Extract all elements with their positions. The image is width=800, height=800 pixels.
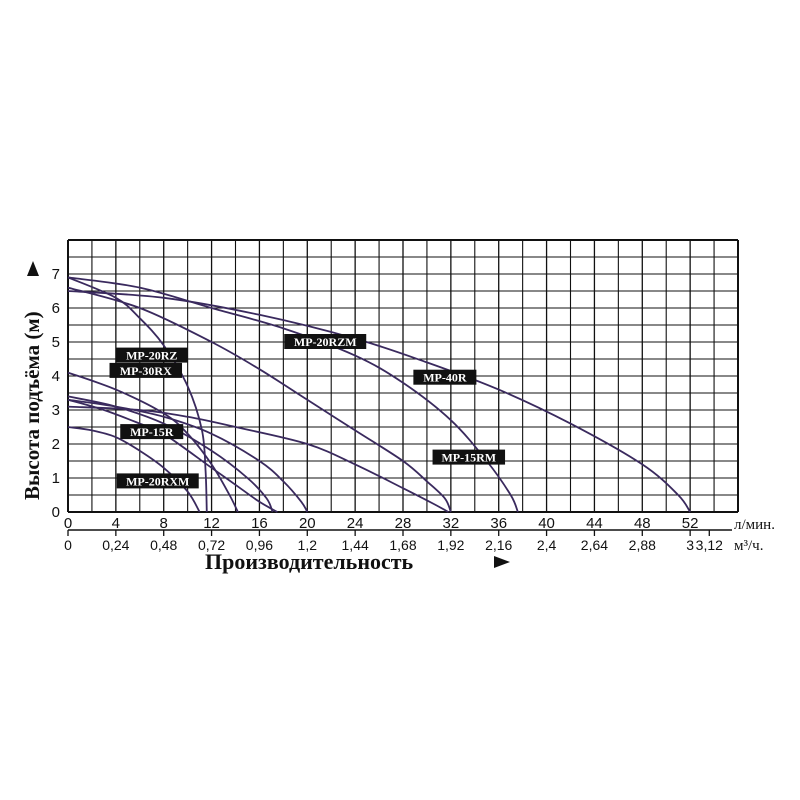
curve-label-text: MP-20RZM (294, 335, 357, 349)
y-axis-title: Высота подъёма (м) (20, 311, 44, 500)
x-tick-label: 20 (299, 515, 316, 532)
chart-grid (67, 239, 739, 513)
curve-label-mp-20rxm: MP-20RXM (116, 473, 199, 489)
x-tick-label: 12 (203, 515, 220, 532)
x2-tick-label: 0,48 (150, 537, 177, 553)
curve-label-background (109, 362, 183, 378)
y-tick-label: 2 (52, 436, 60, 453)
curve-label-background (413, 369, 477, 385)
y-tick-label: 7 (52, 266, 60, 283)
x2-axis-ticks: 0 0,24 0,48 0,72 0,96 1,2 1,44 1,68 1,92 2,16 2,4 2… (64, 530, 723, 553)
x-axis-ticks: 0 4 8 12 16 20 24 28 32 36 40 44 48 52 (64, 515, 699, 532)
y-tick-label: 6 (52, 300, 60, 317)
x-tick-label: 24 (347, 515, 364, 532)
curve-label-text: MP-30RX (120, 364, 172, 378)
x2-tick-label: 2,88 (629, 537, 656, 553)
x-axis-title: Производительность (205, 549, 414, 574)
chart-curves (67, 276, 691, 513)
curve-mp-40r (67, 290, 691, 513)
x2-tick-label: 0,24 (102, 537, 129, 553)
x-tick-label: 52 (682, 515, 699, 532)
curve-label-mp-30rx: MP-30RX (109, 362, 183, 378)
x2-tick-label: 2,64 (581, 537, 608, 553)
x-axis-unit: л/мин. (734, 517, 775, 533)
x2-axis-unit: м³/ч. (734, 538, 763, 554)
y-tick-label: 0 (52, 504, 60, 521)
x-tick-label: 8 (160, 515, 168, 532)
x-tick-label: 0 (64, 515, 72, 532)
x-axis-arrow-icon (494, 556, 510, 568)
x-tick-label: 36 (490, 515, 507, 532)
x2-tick-label: 3 (686, 537, 694, 553)
x-tick-label: 4 (112, 515, 120, 532)
curve-label-mp-15rm: MP-15RM (432, 449, 506, 465)
curve-label-background (115, 347, 188, 363)
y-axis-arrow-icon (27, 261, 39, 276)
curve-mp-20rzm (67, 276, 519, 513)
y-axis-ticks: 0 1 2 3 4 5 6 7 (52, 266, 60, 521)
curve-label-background (116, 473, 199, 489)
x-tick-label: 32 (443, 515, 460, 532)
x2-tick-label: 1,92 (437, 537, 464, 553)
y-tick-label: 3 (52, 402, 60, 419)
curve-label-mp-20rzm: MP-20RZM (284, 334, 367, 349)
x-tick-label: 28 (395, 515, 412, 532)
x-tick-label: 16 (251, 515, 268, 532)
x2-tick-label: 2,16 (485, 537, 512, 553)
y-tick-label: 4 (52, 368, 60, 385)
curve-unlabeled-7 (67, 286, 452, 513)
curve-label-text: MP-40R (423, 371, 467, 385)
curve-label-mp-40r: MP-40R (413, 369, 477, 385)
curve-label-text: MP-15RM (441, 451, 496, 465)
x2-tick-label: 3,12 (696, 537, 723, 553)
curve-mp-30rx (67, 371, 239, 513)
x2-tick-label: 1,2 (298, 537, 318, 553)
curve-unlabeled-8 (67, 398, 278, 513)
x2-tick-label: 0,96 (246, 537, 273, 553)
x-tick-label: 44 (586, 515, 603, 532)
y-tick-label: 1 (52, 470, 60, 487)
curve-label-background (120, 424, 184, 440)
curve-label-text: MP-20RZ (126, 349, 177, 363)
curve-label-background (432, 449, 506, 465)
x-tick-label: 48 (634, 515, 651, 532)
x2-tick-label: 2,4 (537, 537, 557, 553)
curve-label-text: MP-20RXM (126, 474, 189, 488)
curve-unlabeled-9 (67, 398, 309, 513)
x2-tick-label: 0,72 (198, 537, 225, 553)
curve-label-mp-15r: MP-15R (120, 424, 184, 440)
x2-tick-label: 1,68 (389, 537, 416, 553)
curve-mp-15rm (67, 405, 449, 513)
x2-tick-label: 1,44 (342, 537, 369, 553)
x-tick-label: 40 (538, 515, 555, 532)
curve-mp-20rxm (67, 426, 201, 513)
curve-label-text: MP-15R (130, 425, 174, 439)
x2-tick-label: 0 (64, 537, 72, 553)
curve-label-mp-20rz: MP-20RZ (115, 347, 188, 363)
curve-label-background (284, 334, 367, 349)
y-tick-label: 5 (52, 334, 60, 351)
